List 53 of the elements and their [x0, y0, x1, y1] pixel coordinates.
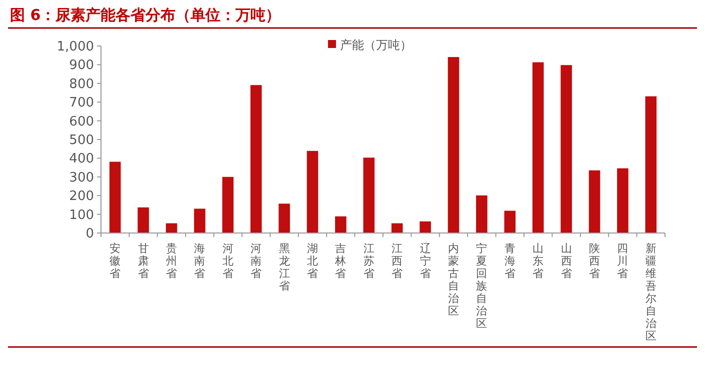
chart-title: 图 6：尿素产能各省分布（单位：万吨）: [10, 6, 281, 24]
x-tick-label: 湖北省: [307, 242, 318, 280]
bar: [138, 207, 149, 233]
bar: [391, 223, 403, 233]
y-tick-label: 700: [69, 96, 94, 111]
x-tick-label: 山东省: [532, 242, 544, 280]
bar: [194, 208, 206, 233]
y-tick-label: 600: [69, 114, 94, 130]
bar: [504, 210, 516, 233]
bar: [222, 176, 234, 233]
x-tick-label: 安徽省: [110, 242, 121, 280]
bar: [617, 168, 628, 233]
y-tick-label: 800: [69, 76, 94, 92]
y-tick-label: 0: [86, 226, 94, 242]
x-tick-label: 吉林省: [334, 242, 346, 280]
bar: [363, 158, 375, 233]
x-tick-label: 新疆维吾尔自治区: [645, 242, 656, 342]
bar: [166, 223, 178, 233]
x-tick-label: 宁夏回族自治区: [476, 242, 488, 330]
x-tick-label: 辽宁省: [420, 242, 431, 280]
bar: [420, 221, 431, 233]
x-tick-label: 山西省: [560, 242, 572, 280]
bar: [588, 170, 600, 233]
x-tick-label: 内蒙古自治区: [448, 242, 459, 318]
x-tick-label: 江西省: [392, 242, 403, 280]
x-tick-label: 贵州省: [166, 242, 177, 280]
bar: [532, 62, 544, 233]
bar: [448, 57, 460, 233]
x-tick-label: 黑龙江省: [278, 242, 290, 292]
x-tick-label: 陕西省: [589, 242, 600, 280]
y-tick-label: 200: [69, 189, 94, 204]
bar: [109, 162, 121, 233]
x-tick-label: 海南省: [194, 242, 206, 280]
x-tick-label: 青海省: [504, 242, 516, 280]
bar: [250, 85, 262, 233]
legend-label: 产能（万吨）: [340, 38, 412, 52]
x-tick-label: 江苏省: [363, 242, 374, 280]
x-tick-label: 四川省: [617, 242, 628, 280]
bar: [476, 195, 488, 233]
bar: [335, 216, 346, 233]
x-tick-label: 河北省: [222, 242, 234, 280]
y-tick-label: 500: [69, 133, 94, 148]
y-tick-label: 300: [69, 170, 94, 186]
bar: [306, 150, 318, 233]
y-tick-label: 100: [69, 208, 94, 223]
x-tick-label: 河南省: [250, 242, 262, 280]
y-tick-label: 900: [69, 58, 94, 74]
x-tick-label: 甘肃省: [138, 242, 149, 280]
y-tick-label: 1,000: [56, 40, 94, 54]
y-tick-label: 400: [69, 152, 94, 167]
bar: [645, 96, 657, 233]
bar: [278, 204, 290, 233]
bar: [560, 65, 572, 233]
